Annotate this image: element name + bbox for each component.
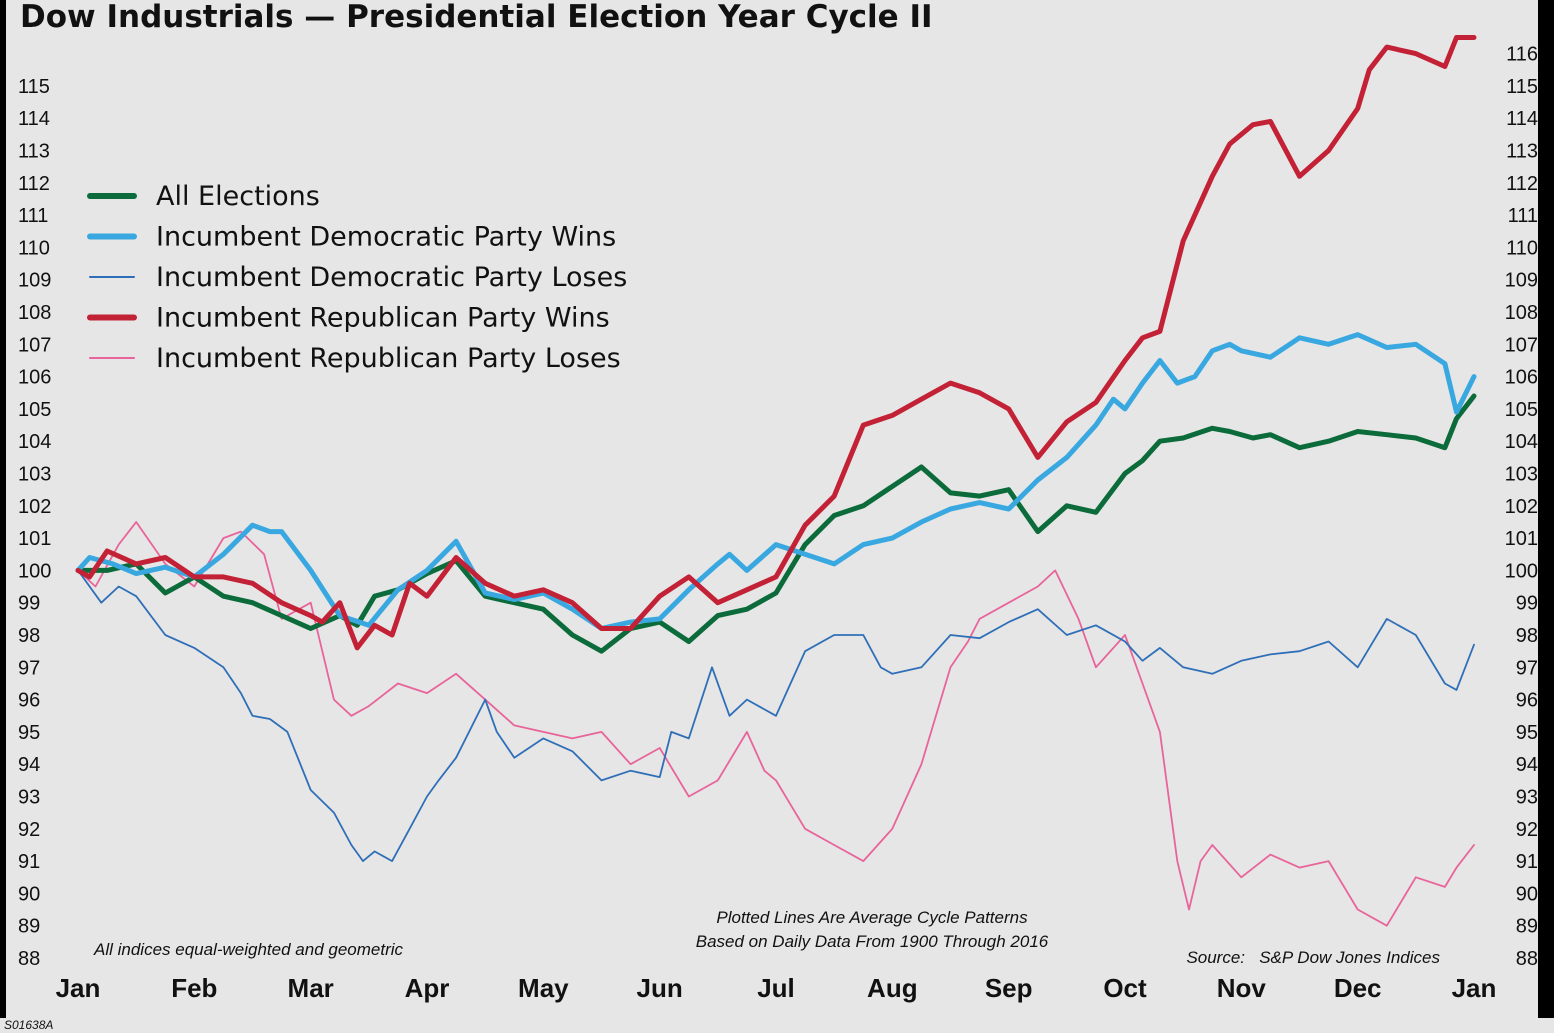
y-right-tick-111: 111 bbox=[1508, 205, 1538, 227]
legend-label-incumbent-democratic-party-loses: Incumbent Democratic Party Loses bbox=[156, 262, 627, 293]
y-right-tick-103: 103 bbox=[1505, 464, 1538, 486]
legend-label-incumbent-republican-party-wins: Incumbent Republican Party Wins bbox=[156, 303, 610, 334]
y-right-tick-98: 98 bbox=[1516, 625, 1538, 647]
legend: All Elections Incumbent Democratic Party … bbox=[87, 181, 627, 374]
y-left-tick-102: 102 bbox=[18, 496, 51, 518]
y-right-tick-107: 107 bbox=[1505, 334, 1538, 356]
annotation-based-on: Based on Daily Data From 1900 Through 20… bbox=[696, 932, 1049, 951]
y-left-tick-115: 115 bbox=[18, 76, 50, 98]
x-tick-sep: Sep bbox=[985, 973, 1033, 1003]
y-left-tick-111: 111 bbox=[18, 205, 48, 227]
x-tick-nov: Nov bbox=[1217, 973, 1267, 1003]
x-tick-oct: Oct bbox=[1103, 973, 1147, 1003]
y-left-tick-96: 96 bbox=[18, 690, 40, 712]
y-left-tick-106: 106 bbox=[18, 367, 51, 389]
y-right-tick-108: 108 bbox=[1505, 302, 1538, 324]
y-left-tick-89: 89 bbox=[18, 916, 40, 938]
y-left-tick-95: 95 bbox=[18, 722, 40, 744]
series-line-incumbent-democratic-party-loses bbox=[77, 569, 1475, 862]
y-left-tick-88: 88 bbox=[18, 948, 40, 970]
y-left-tick-93: 93 bbox=[18, 787, 40, 809]
y-left-tick-108: 108 bbox=[18, 302, 51, 324]
y-right-tick-97: 97 bbox=[1516, 657, 1538, 679]
y-left-tick-112: 112 bbox=[18, 173, 50, 195]
y-right-tick-115: 115 bbox=[1506, 76, 1538, 98]
y-left-tick-98: 98 bbox=[18, 625, 40, 647]
y-right-tick-110: 110 bbox=[1506, 237, 1538, 259]
y-left-tick-92: 92 bbox=[18, 819, 40, 841]
series-line-all-elections bbox=[75, 393, 1477, 654]
x-tick-jul: Jul bbox=[757, 973, 795, 1003]
y-left-tick-114: 114 bbox=[18, 108, 50, 130]
annotation-source: Source: S&P Dow Jones Indices bbox=[1186, 948, 1440, 967]
series-line-incumbent-democratic-party-wins bbox=[75, 332, 1477, 631]
y-right-tick-104: 104 bbox=[1505, 431, 1538, 453]
chart: Dow Industrials — Presidential Election … bbox=[18, 0, 1538, 1003]
x-tick-jun: Jun bbox=[637, 973, 683, 1003]
y-left-tick-91: 91 bbox=[18, 851, 40, 873]
x-tick-dec: Dec bbox=[1334, 973, 1382, 1003]
y-left-tick-97: 97 bbox=[18, 657, 40, 679]
chart-frame: Dow Industrials — Presidential Election … bbox=[6, 0, 1538, 1018]
y-left-tick-107: 107 bbox=[18, 334, 51, 356]
series-layer bbox=[75, 35, 1477, 927]
y-axis-left: 88 89 90 91 92 93 94 95 96 97 98 99 100 101 102 103 104 1… bbox=[18, 76, 51, 970]
y-right-tick-96: 96 bbox=[1516, 690, 1538, 712]
x-axis: Jan Feb Mar Apr May Jun Jul Aug Sep Oct Nov Dec Jan bbox=[56, 973, 1497, 1003]
y-right-tick-89: 89 bbox=[1516, 916, 1538, 938]
y-left-tick-100: 100 bbox=[18, 560, 51, 582]
y-axis-right: 88 89 90 91 92 93 94 95 96 97 98 99 100 101 102 103 104 1… bbox=[1505, 44, 1538, 970]
y-left-tick-104: 104 bbox=[18, 431, 51, 453]
y-left-tick-110: 110 bbox=[18, 237, 50, 259]
y-right-tick-114: 114 bbox=[1506, 108, 1538, 130]
footer-strip: S01638A bbox=[0, 1018, 1554, 1033]
y-right-tick-91: 91 bbox=[1516, 851, 1538, 873]
y-right-tick-101: 101 bbox=[1505, 528, 1538, 550]
chart-code: S01638A bbox=[4, 1018, 54, 1032]
legend-label-incumbent-republican-party-loses: Incumbent Republican Party Loses bbox=[156, 343, 621, 374]
y-right-tick-106: 106 bbox=[1505, 367, 1538, 389]
y-right-tick-90: 90 bbox=[1516, 883, 1538, 905]
y-left-tick-101: 101 bbox=[18, 528, 51, 550]
y-left-tick-113: 113 bbox=[18, 141, 50, 163]
x-tick-jan-next: Jan bbox=[1452, 973, 1497, 1003]
annotation-plotted: Plotted Lines Are Average Cycle Patterns bbox=[716, 908, 1028, 927]
y-right-tick-113: 113 bbox=[1506, 141, 1538, 163]
y-right-tick-94: 94 bbox=[1516, 754, 1538, 776]
y-right-tick-116: 116 bbox=[1506, 44, 1538, 66]
legend-label-incumbent-democratic-party-wins: Incumbent Democratic Party Wins bbox=[156, 222, 616, 253]
y-left-tick-90: 90 bbox=[18, 883, 40, 905]
series-line-incumbent-republican-party-loses bbox=[77, 521, 1475, 927]
y-right-tick-92: 92 bbox=[1516, 819, 1538, 841]
annotation-weighting: All indices equal-weighted and geometric bbox=[93, 940, 404, 959]
y-left-tick-105: 105 bbox=[18, 399, 51, 421]
y-right-tick-95: 95 bbox=[1516, 722, 1538, 744]
y-left-tick-99: 99 bbox=[18, 593, 40, 615]
x-tick-feb: Feb bbox=[171, 973, 217, 1003]
y-right-tick-88: 88 bbox=[1516, 948, 1538, 970]
y-right-tick-109: 109 bbox=[1505, 270, 1538, 292]
y-right-tick-93: 93 bbox=[1516, 787, 1538, 809]
y-right-tick-102: 102 bbox=[1505, 496, 1538, 518]
y-right-tick-100: 100 bbox=[1505, 560, 1538, 582]
x-tick-aug: Aug bbox=[867, 973, 918, 1003]
series-line-incumbent-republican-party-wins bbox=[75, 35, 1477, 651]
y-left-tick-103: 103 bbox=[18, 464, 51, 486]
legend-label-all-elections: All Elections bbox=[156, 181, 320, 212]
y-right-tick-112: 112 bbox=[1506, 173, 1538, 195]
x-tick-may: May bbox=[518, 973, 569, 1003]
y-right-tick-99: 99 bbox=[1516, 593, 1538, 615]
y-left-tick-109: 109 bbox=[18, 270, 51, 292]
x-tick-jan: Jan bbox=[56, 973, 101, 1003]
y-right-tick-105: 105 bbox=[1505, 399, 1538, 421]
chart-title: Dow Industrials — Presidential Election … bbox=[20, 0, 933, 35]
x-tick-mar: Mar bbox=[288, 973, 334, 1003]
y-left-tick-94: 94 bbox=[18, 754, 40, 776]
x-tick-apr: Apr bbox=[405, 973, 450, 1003]
